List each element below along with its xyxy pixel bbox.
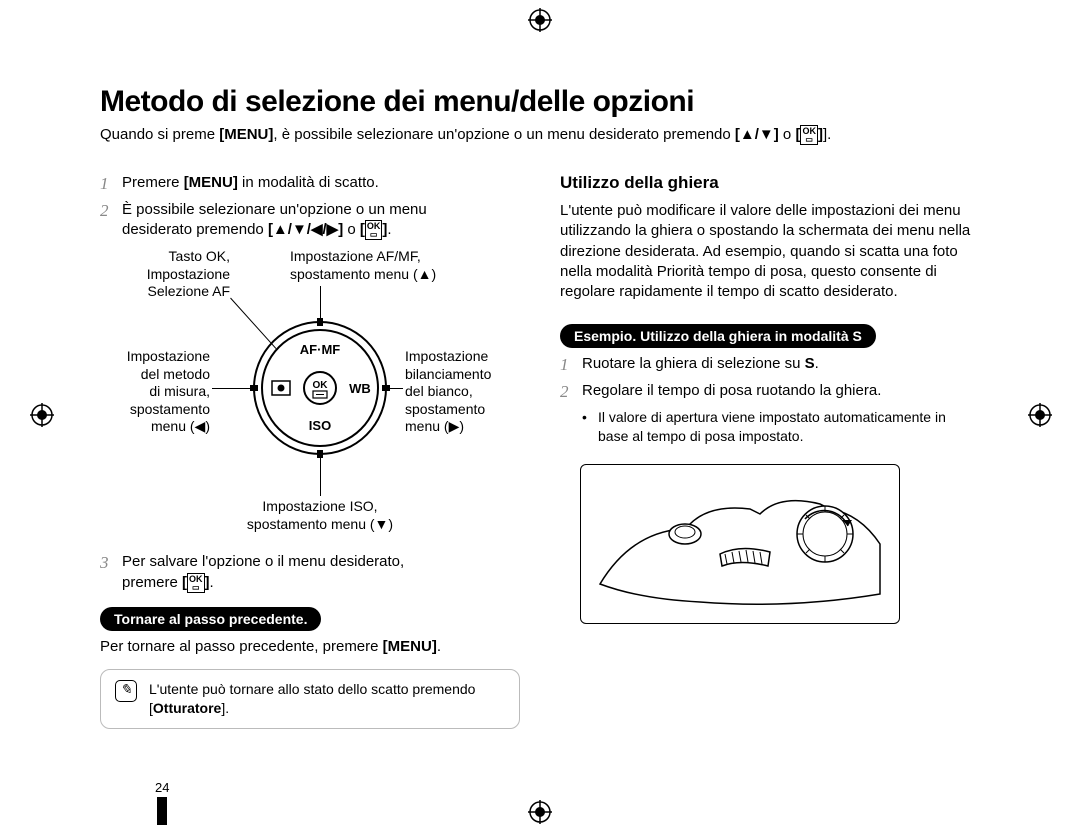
left-steps-2: 3 Per salvare l'opzione o il menu deside… <box>100 552 520 593</box>
pill-return: Tornare al passo precedente. <box>100 607 321 631</box>
page-number-block: 24 <box>155 780 169 825</box>
ptr-bottom <box>320 456 321 496</box>
step-num-3: 3 <box>100 552 114 593</box>
r-bullet-text: Il valore di apertura viene impostato au… <box>598 408 980 446</box>
intro-mid: , è possibile selezionare un'opzione o u… <box>273 126 735 143</box>
right-column: Utilizzo della ghiera L'utente può modif… <box>560 173 980 729</box>
step-2-text: È possibile selezionare un'opzione o un … <box>122 200 427 241</box>
bullet-dot: • <box>582 408 590 446</box>
r-step-2: 2 Regolare il tempo di posa ruotando la … <box>560 381 980 404</box>
intro-text: Quando si preme [MENU], è possibile sele… <box>100 125 980 145</box>
r-step-1: 1 Ruotare la ghiera di selezione su S. <box>560 354 980 377</box>
page-content: Metodo di selezione dei menu/delle opzio… <box>100 85 980 729</box>
reg-mark-bottom <box>528 800 552 824</box>
step-1-text: Premere [MENU] in modalità di scatto. <box>122 173 379 196</box>
intro-arrows: [▲/▼] <box>735 126 779 143</box>
reg-mark-left <box>30 403 54 427</box>
pill-example: Esempio. Utilizzo della ghiera in modali… <box>560 324 876 348</box>
svg-text:WB: WB <box>349 381 371 396</box>
reg-mark-top <box>528 8 552 32</box>
right-steps: 1 Ruotare la ghiera di selezione su S. 2… <box>560 354 980 404</box>
svg-text:ISO: ISO <box>309 418 331 433</box>
dial-wheel: AF·MF ISO WB OK <box>250 318 390 458</box>
step-num-1: 1 <box>100 173 114 196</box>
return-text: Per tornare al passo precedente, premere… <box>100 637 520 657</box>
right-para: L'utente può modificare il valore delle … <box>560 201 980 302</box>
ptr-left-h <box>212 388 250 389</box>
ok-icon: OK▭ <box>187 573 205 593</box>
ptr-topright <box>320 286 321 321</box>
right-heading: Utilizzo della ghiera <box>560 173 980 193</box>
svg-text:OK: OK <box>313 380 329 391</box>
camera-illustration <box>580 464 900 624</box>
step-3: 3 Per salvare l'opzione o il menu deside… <box>100 552 520 593</box>
dial-label-topright: Impostazione AF/MF, spostamento menu (▲) <box>290 248 480 283</box>
note-icon: ✎ <box>115 680 137 702</box>
r-step-2-text: Regolare il tempo di posa ruotando la gh… <box>582 381 881 404</box>
left-column: 1 Premere [MENU] in modalità di scatto. … <box>100 173 520 729</box>
dial-label-bottom: Impostazione ISO, spostamento menu (▼) <box>220 498 420 533</box>
ok-icon: OK▭ <box>800 125 818 145</box>
step-1: 1 Premere [MENU] in modalità di scatto. <box>100 173 520 196</box>
page-tab <box>157 797 167 825</box>
page-title: Metodo di selezione dei menu/delle opzio… <box>100 85 980 119</box>
left-steps: 1 Premere [MENU] in modalità di scatto. … <box>100 173 520 240</box>
svg-text:AF·MF: AF·MF <box>300 342 340 357</box>
step-num-2: 2 <box>100 200 114 241</box>
r-step-num-1: 1 <box>560 354 574 377</box>
step-3-text: Per salvare l'opzione o il menu desidera… <box>122 552 404 593</box>
ptr-right-h <box>390 388 403 389</box>
intro-menu: [MENU] <box>219 126 273 143</box>
r-step-num-2: 2 <box>560 381 574 404</box>
note-box: ✎ L'utente può tornare allo stato dello … <box>100 669 520 729</box>
columns: 1 Premere [MENU] in modalità di scatto. … <box>100 173 980 729</box>
intro-pre: Quando si preme <box>100 126 219 143</box>
dial-label-right: Impostazione bilanciamento del bianco, s… <box>405 348 525 436</box>
r-bullet: • Il valore di apertura viene impostato … <box>582 408 980 446</box>
dial-label-left: Impostazione del metodo di misura, spost… <box>90 348 210 436</box>
page-number: 24 <box>155 780 169 795</box>
step-2: 2 È possibile selezionare un'opzione o u… <box>100 200 520 241</box>
r-step-1-text: Ruotare la ghiera di selezione su S. <box>582 354 819 377</box>
reg-mark-right <box>1028 403 1052 427</box>
note-text: L'utente può tornare allo stato dello sc… <box>149 680 505 718</box>
intro-or: o <box>779 126 796 143</box>
dial-figure: Tasto OK, Impostazione Selezione AF Impo… <box>100 248 500 548</box>
intro-post: ]. <box>823 126 831 143</box>
dial-label-topleft: Tasto OK, Impostazione Selezione AF <box>110 248 230 301</box>
ok-icon: OK▭ <box>365 220 383 240</box>
